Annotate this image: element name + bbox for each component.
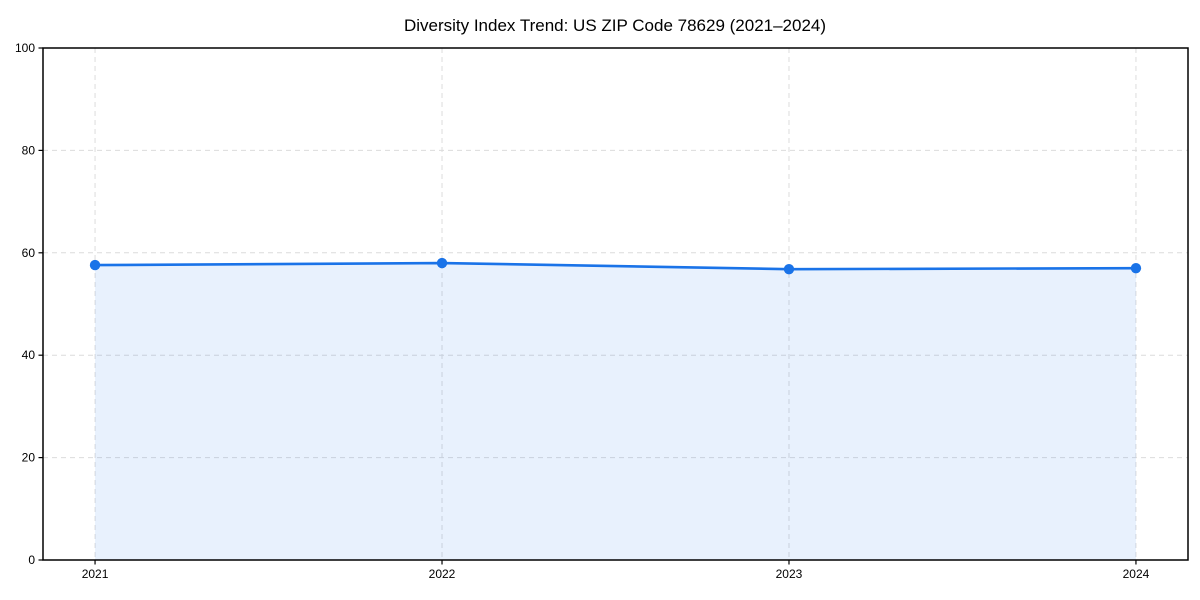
y-tick-label: 60	[22, 246, 36, 260]
data-point	[89, 259, 101, 271]
axes-box	[42, 47, 1189, 561]
data-point	[783, 263, 795, 275]
trend-line	[93, 261, 1138, 271]
trend-line-layer	[93, 261, 1138, 271]
y-tick-label: 20	[22, 451, 36, 465]
y-tick-label: 40	[22, 348, 36, 362]
area-fill	[95, 263, 1136, 560]
x-tick-label: 2022	[429, 567, 456, 581]
data-points-layer	[89, 257, 1142, 275]
area-fill-layer	[95, 263, 1136, 560]
x-tick-label: 2023	[776, 567, 803, 581]
tick-marks-layer	[38, 47, 1137, 565]
tick-labels-layer: 0 20 40 60 80 100 2021 2022 2023 2024	[15, 41, 1150, 581]
x-tick-label: 2021	[82, 567, 109, 581]
y-tick-label: 0	[28, 553, 35, 567]
chart-title: Diversity Index Trend: US ZIP Code 78629…	[404, 16, 826, 35]
data-point	[436, 257, 448, 269]
axes-box-layer	[42, 47, 1189, 561]
x-tick-label: 2024	[1123, 567, 1150, 581]
y-tick-label: 100	[15, 41, 35, 55]
data-point	[1130, 262, 1142, 274]
y-tick-label: 80	[22, 143, 36, 157]
